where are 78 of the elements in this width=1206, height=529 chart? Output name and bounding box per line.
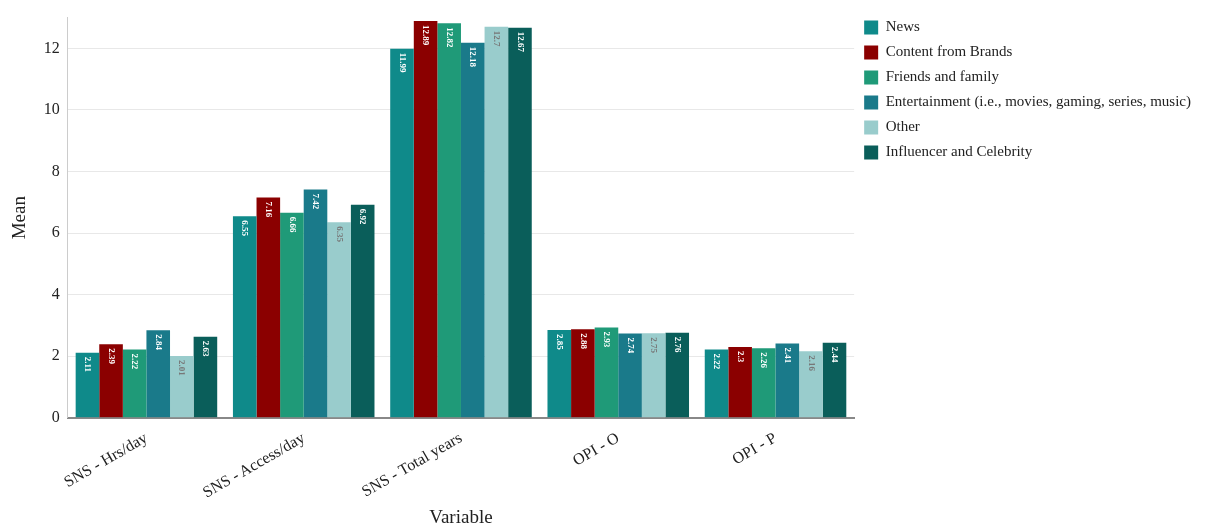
data-label: 2.26 xyxy=(759,352,770,369)
data-label: 7.42 xyxy=(311,193,322,210)
data-label: 12.7 xyxy=(492,30,503,48)
bar xyxy=(350,204,375,418)
bar xyxy=(413,20,438,418)
data-label: 2.39 xyxy=(106,348,117,365)
y-axis-title: Mean xyxy=(8,195,30,240)
bar xyxy=(508,27,532,418)
data-label: 6.55 xyxy=(240,220,251,237)
data-label: 2.3 xyxy=(735,351,746,363)
data-label: 6.35 xyxy=(334,226,345,243)
x-tick-label: OPI - O xyxy=(569,428,622,469)
bar xyxy=(437,23,461,418)
data-label: 2.44 xyxy=(830,346,841,363)
bar xyxy=(146,330,171,418)
x-axis-title: Variable xyxy=(429,505,493,527)
x-tick-label: SNS - Total years xyxy=(358,428,466,501)
bar xyxy=(484,26,509,418)
data-label: 6.92 xyxy=(358,208,369,226)
y-tick-label: 12 xyxy=(43,38,60,56)
bar xyxy=(547,330,572,418)
bar xyxy=(728,347,752,418)
data-label: 7.16 xyxy=(263,201,274,218)
bar xyxy=(303,189,328,418)
data-label: 2.63 xyxy=(201,340,212,358)
bar xyxy=(665,332,690,418)
data-label: 2.22 xyxy=(712,353,723,370)
bar xyxy=(618,333,642,418)
legend-label: Friends and family xyxy=(885,68,1000,85)
legend-label: News xyxy=(885,18,920,35)
bar xyxy=(594,327,619,418)
y-tick-label: 6 xyxy=(51,223,60,241)
bar xyxy=(99,344,123,418)
data-label: 2.41 xyxy=(782,347,793,364)
data-label: 12.82 xyxy=(444,27,455,48)
data-label: 2.22 xyxy=(130,353,141,370)
legend-label: Influencer and Celebrity xyxy=(885,143,1033,160)
bar xyxy=(122,349,147,418)
y-tick-label: 10 xyxy=(43,100,60,118)
bar xyxy=(571,329,595,418)
data-label: 2.93 xyxy=(602,331,613,348)
bar xyxy=(232,216,257,418)
bar xyxy=(327,222,351,418)
bar xyxy=(256,197,281,418)
bar xyxy=(799,351,823,418)
bar xyxy=(751,348,776,418)
bar xyxy=(193,336,218,418)
bar xyxy=(822,342,847,418)
legend-label: Content from Brands xyxy=(885,43,1013,60)
legend-label: Other xyxy=(885,118,920,135)
data-label: 11.99 xyxy=(397,52,408,73)
bar xyxy=(704,349,729,418)
bar xyxy=(775,343,800,418)
bar xyxy=(390,48,414,418)
data-label: 12.89 xyxy=(421,24,432,46)
y-tick-label: 4 xyxy=(51,284,60,302)
bar xyxy=(460,42,485,418)
data-label: 12.18 xyxy=(468,46,479,68)
data-label: 2.01 xyxy=(177,359,188,377)
data-label: 2.16 xyxy=(806,355,817,372)
y-tick-label: 8 xyxy=(51,161,60,179)
bar xyxy=(641,333,666,418)
legend-label: Entertainment (i.e., movies, gaming, series, music) xyxy=(885,93,1191,111)
data-label: 2.76 xyxy=(672,336,683,354)
data-label: 2.11 xyxy=(83,356,94,373)
bar xyxy=(75,352,100,418)
data-label: 2.74 xyxy=(625,337,636,354)
bar xyxy=(280,212,304,418)
data-label: 12.67 xyxy=(515,31,526,53)
data-label: 2.85 xyxy=(554,334,565,351)
y-tick-label: 2 xyxy=(51,346,60,364)
data-label: 2.88 xyxy=(578,333,589,350)
data-label: 6.66 xyxy=(287,216,298,234)
y-tick-label: 0 xyxy=(51,408,60,426)
data-label: 2.84 xyxy=(153,334,164,351)
x-tick-label: OPI - P xyxy=(729,428,780,468)
data-label: 2.75 xyxy=(649,337,660,354)
bar xyxy=(170,355,194,418)
